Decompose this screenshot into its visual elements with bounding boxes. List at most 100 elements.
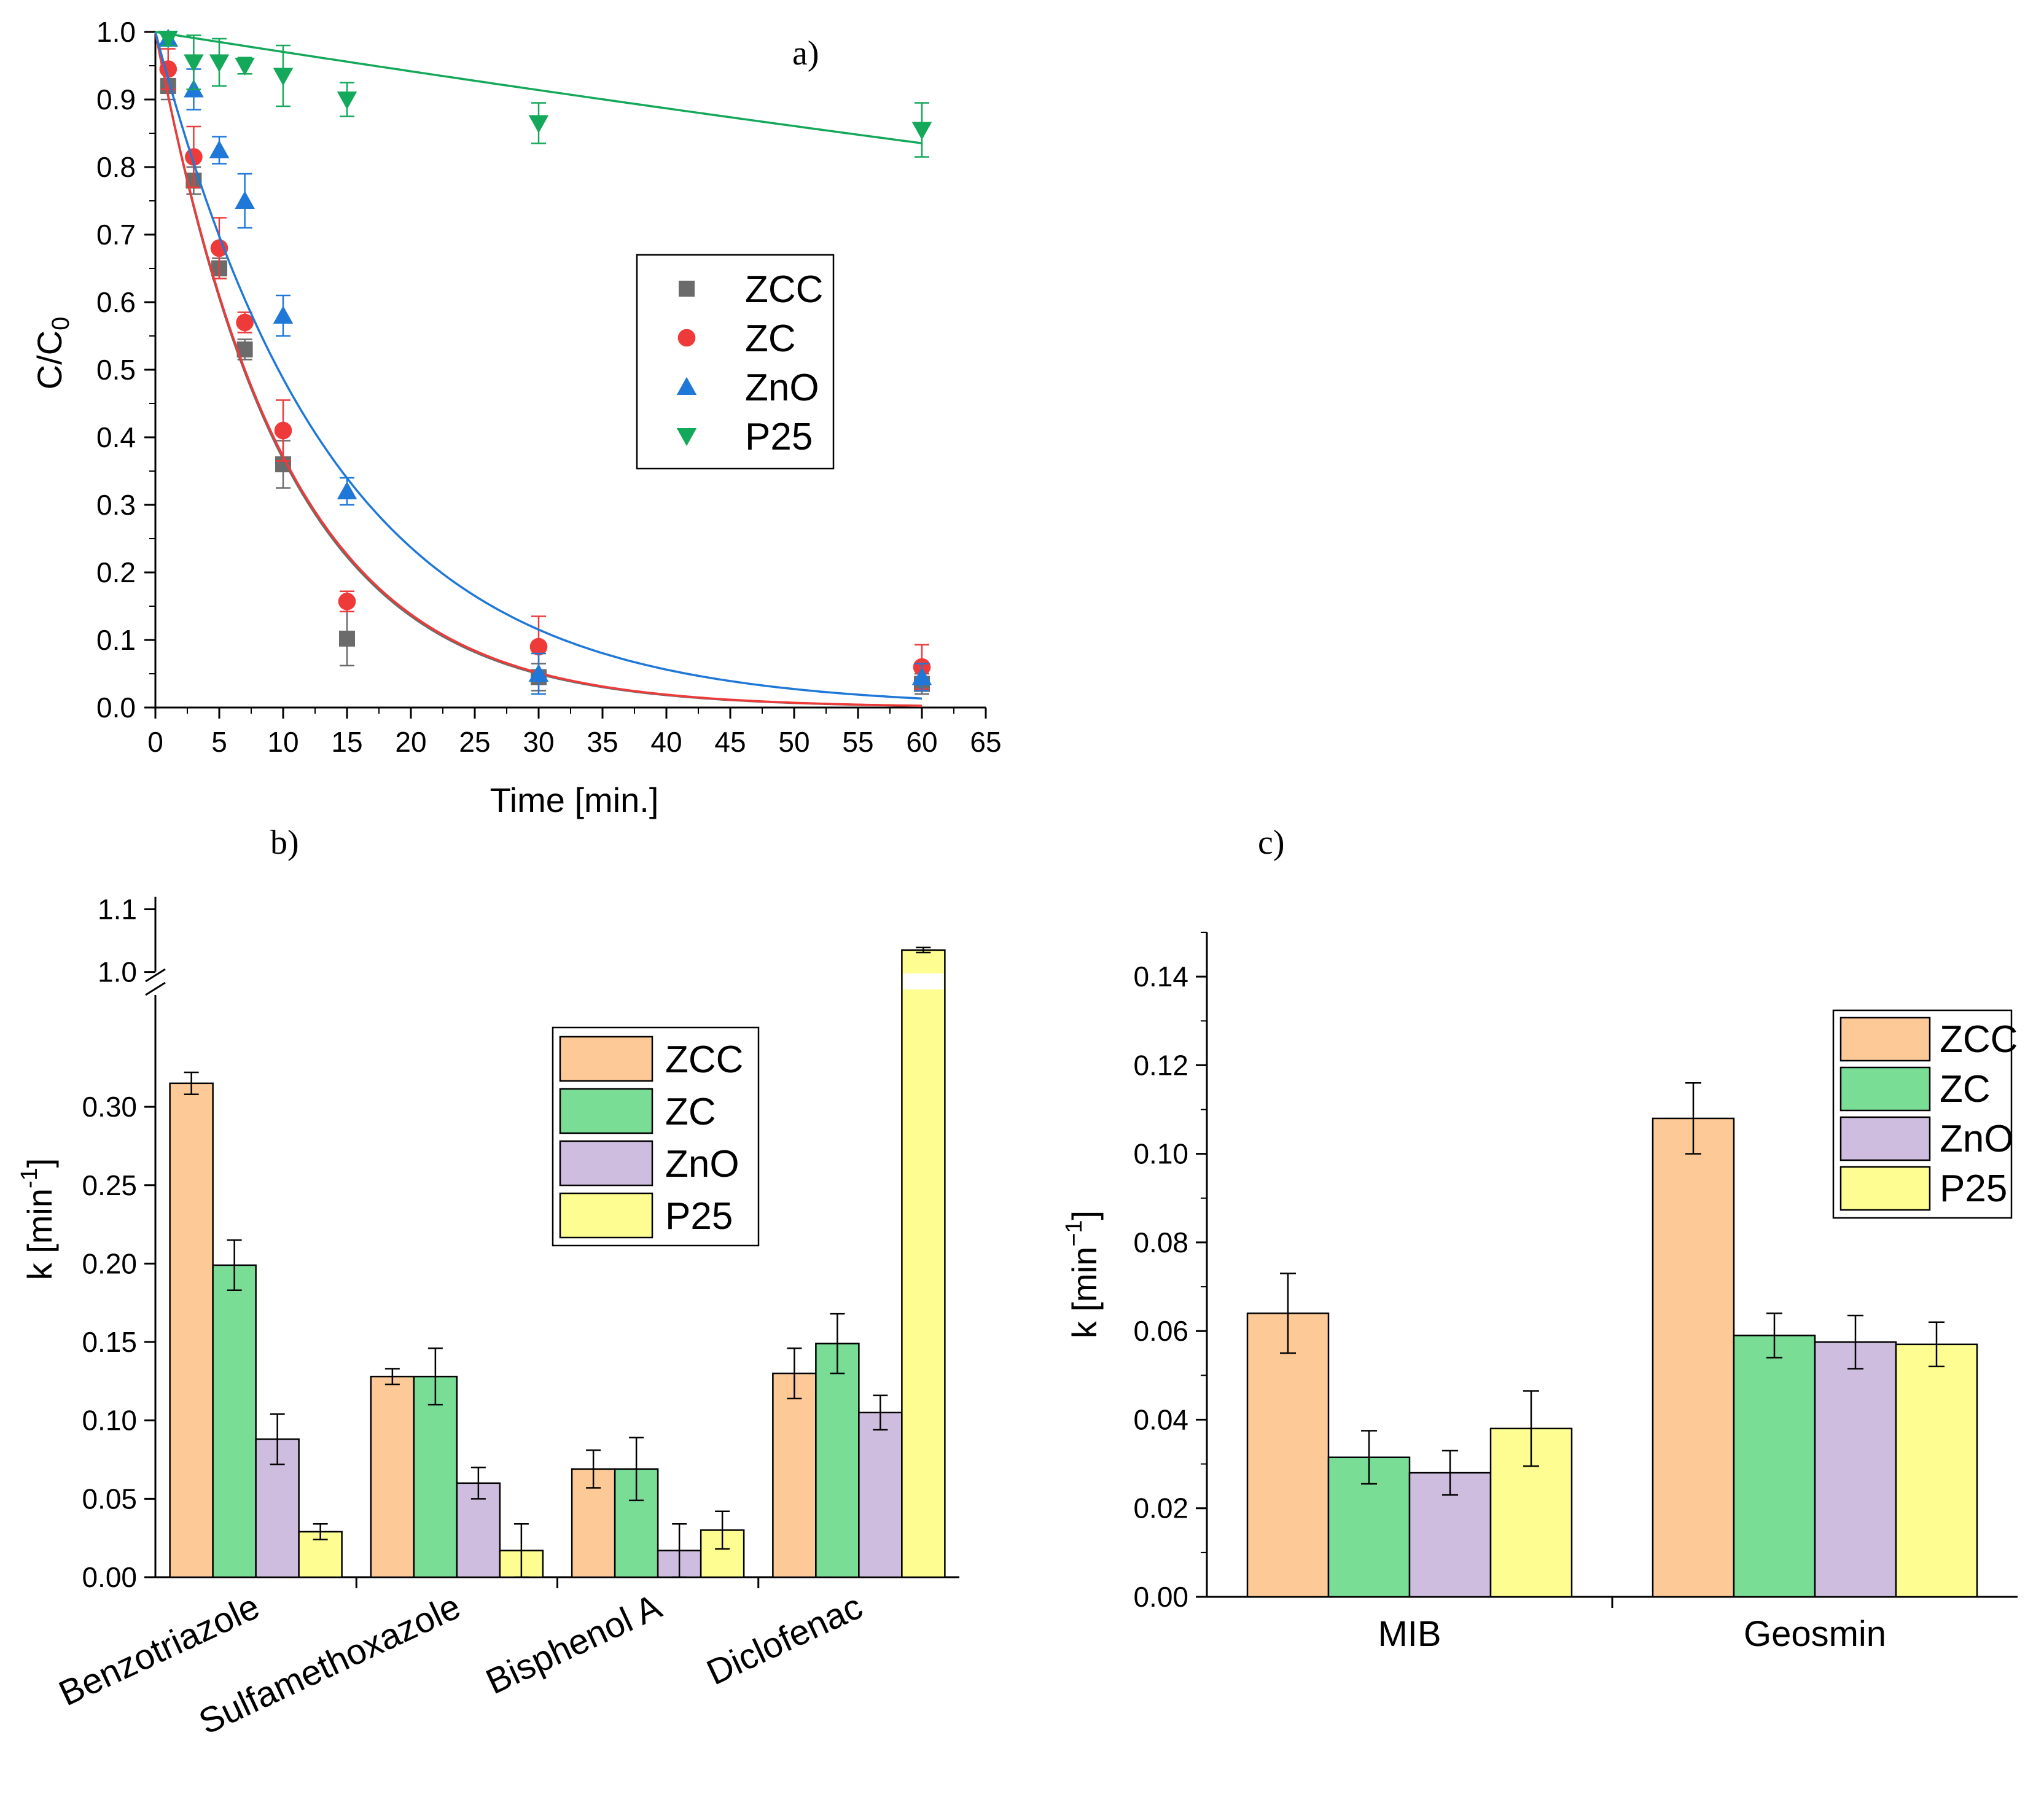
chart-c-legend-swatch-zno xyxy=(1839,1116,1931,1161)
chart-a-point-p25 xyxy=(528,115,549,133)
chart-a-point-zno xyxy=(235,190,255,209)
chart-a-y-tick-label: 0.5 xyxy=(96,354,136,386)
chart-a-x-tick-label: 65 xyxy=(970,726,1001,758)
chart-a-point-zcc xyxy=(339,630,355,647)
chart-a-legend-marker-zno xyxy=(676,376,697,395)
chart-a-point-zno xyxy=(273,305,294,324)
chart-a-y-tick-label: 0.0 xyxy=(96,692,136,723)
panel-label-b: b) xyxy=(270,824,299,862)
chart-a-y-tick-label: 1.0 xyxy=(96,16,136,48)
chart-b-bar-zcc xyxy=(169,1082,214,1578)
chart-a-x-tick-label: 40 xyxy=(650,726,682,758)
chart-c-bar-zcc xyxy=(1652,1117,1735,1598)
chart-b-legend-label-zc: ZC xyxy=(665,1091,716,1133)
chart-c-y-tick-label: 0.08 xyxy=(1133,1227,1188,1258)
chart-a-point-zno xyxy=(528,663,549,682)
chart-c-bar-zc xyxy=(1733,1335,1816,1598)
chart-c-category-label: Geosmin xyxy=(1744,1614,1886,1654)
chart-a-point-p25 xyxy=(273,68,294,86)
chart-a-x-tick-label: 15 xyxy=(331,726,362,758)
chart-b-bar-zc xyxy=(413,1375,458,1578)
chart-a-legend-label-zc: ZC xyxy=(745,318,796,360)
chart-a-point-zno xyxy=(911,667,932,685)
chart-a-x-tick-label: 25 xyxy=(459,726,490,758)
chart-b-y-label-base: k [min xyxy=(20,1188,59,1280)
chart-a-y-tick-label: 0.2 xyxy=(96,556,136,588)
chart-a-x-tick-label: 55 xyxy=(842,726,873,758)
chart-b-y-tick-label: 0.05 xyxy=(82,1483,137,1515)
chart-c-y-axis-label: k [min−1] xyxy=(1061,1211,1104,1338)
chart-a-y-tick-label: 0.9 xyxy=(96,84,136,115)
chart-c: c) k [min−1] 0.00 0.02 0.04 0.06 0.08 0.10 0.1… xyxy=(1061,824,2018,1654)
chart-b-bar-zno xyxy=(858,1411,903,1578)
chart-a-point-p25 xyxy=(184,54,204,72)
chart-a-point-zc xyxy=(338,593,356,610)
chart-b-y-label-sup: -1 xyxy=(17,1168,42,1188)
chart-a-point-p25 xyxy=(158,31,179,49)
chart-b-y-tick-label: 0.10 xyxy=(82,1405,137,1437)
chart-a-legend-box xyxy=(636,254,835,470)
chart-b-y-tick-label: 1.0 xyxy=(98,956,137,988)
chart-c-bar-zcc xyxy=(1246,1312,1330,1598)
chart-a-legend-label-zno: ZnO xyxy=(745,367,819,409)
chart-c-legend-swatch-p25 xyxy=(1839,1166,1931,1211)
chart-a-point-zc xyxy=(210,239,228,257)
chart-a-x-tick-label: 10 xyxy=(267,726,298,758)
chart-c-y-tick-label: 0.06 xyxy=(1133,1315,1188,1347)
chart-b-y-tick-label: 0.00 xyxy=(82,1561,137,1593)
chart-b-legend: ZCC ZC ZnO P25 xyxy=(552,1026,760,1247)
chart-c-legend-label-zc: ZC xyxy=(1940,1068,1991,1110)
chart-b-legend-label-zcc: ZCC xyxy=(665,1039,743,1081)
chart-c-y-tick-label: 0.02 xyxy=(1133,1492,1188,1524)
chart-a-point-p25 xyxy=(235,58,255,76)
chart-a-point-zc xyxy=(274,421,292,440)
chart-c-y-tick-label: 0.10 xyxy=(1133,1138,1188,1170)
chart-a-y-tick-label: 0.3 xyxy=(96,489,136,521)
chart-b-legend-swatch-zno xyxy=(559,1140,653,1187)
chart-b-legend-swatch-p25 xyxy=(559,1192,653,1239)
chart-b-y-tick-label: 0.20 xyxy=(82,1247,137,1279)
chart-b-legend-swatch-zc xyxy=(559,1088,653,1134)
chart-a-y-tick-label: 0.1 xyxy=(96,624,136,656)
chart-c-y-tick-label: 0.12 xyxy=(1133,1049,1188,1081)
chart-a-x-tick-label: 50 xyxy=(778,726,809,758)
chart-a-point-zno xyxy=(209,140,230,158)
chart-a-x-tick-label: 45 xyxy=(714,726,746,758)
chart-c-y-label-base: k [min xyxy=(1065,1247,1104,1338)
chart-a-legend-label-zcc: ZCC xyxy=(745,268,823,311)
chart-c-y-label-close: ] xyxy=(1065,1211,1104,1220)
chart-c-y-tick-label: 0.04 xyxy=(1133,1403,1188,1435)
chart-b-bar-break-gap xyxy=(903,973,944,989)
chart-c-y-label-sup: −1 xyxy=(1061,1220,1087,1246)
chart-b-y-tick-label: 1.1 xyxy=(98,893,137,925)
panel-label-c: c) xyxy=(1258,824,1285,862)
chart-b-y-tick-label: 0.15 xyxy=(82,1326,137,1358)
chart-b-y-tick-label: 0.25 xyxy=(82,1169,137,1201)
chart-a-x-tick-label: 35 xyxy=(587,726,618,758)
chart-b-legend-label-zno: ZnO xyxy=(665,1143,739,1185)
chart-a-x-axis-label: Time [min.] xyxy=(490,781,659,819)
chart-a-x-tick-label: 20 xyxy=(395,726,426,758)
chart-a-y-tick-label: 0.7 xyxy=(96,219,136,251)
chart-c-legend-label-zcc: ZCC xyxy=(1940,1018,2018,1061)
chart-b-legend-label-p25: P25 xyxy=(665,1195,733,1238)
chart-b-bar-zc xyxy=(212,1264,257,1578)
chart-a-x-tick-label: 60 xyxy=(906,726,937,758)
chart-c-category-label: MIB xyxy=(1378,1614,1441,1654)
chart-a-y-label-base: C/C xyxy=(30,330,69,389)
chart-a-point-p25 xyxy=(911,122,932,140)
chart-a: a) Time [min.] C/C0 0 5 10 15 20 25 30 35 40 45 50… xyxy=(30,16,1002,819)
chart-a-x-tick-label: 0 xyxy=(147,726,163,758)
chart-a-point-p25 xyxy=(337,92,357,110)
chart-b-y-tick-label: 0.30 xyxy=(82,1091,137,1123)
chart-a-y-tick-label: 0.6 xyxy=(96,286,136,318)
chart-b-bar-p25 xyxy=(901,949,946,1578)
chart-b-bar-zc xyxy=(815,1343,860,1578)
chart-c-y-tick-label: 0.00 xyxy=(1133,1581,1188,1613)
chart-b-axis-break xyxy=(145,968,166,983)
chart-a-y-axis-label: C/C0 xyxy=(30,317,74,390)
chart-c-legend-label-p25: P25 xyxy=(1940,1168,2007,1210)
chart-a-fit-line-zno xyxy=(154,31,923,700)
chart-b-bar-zcc xyxy=(370,1375,415,1578)
